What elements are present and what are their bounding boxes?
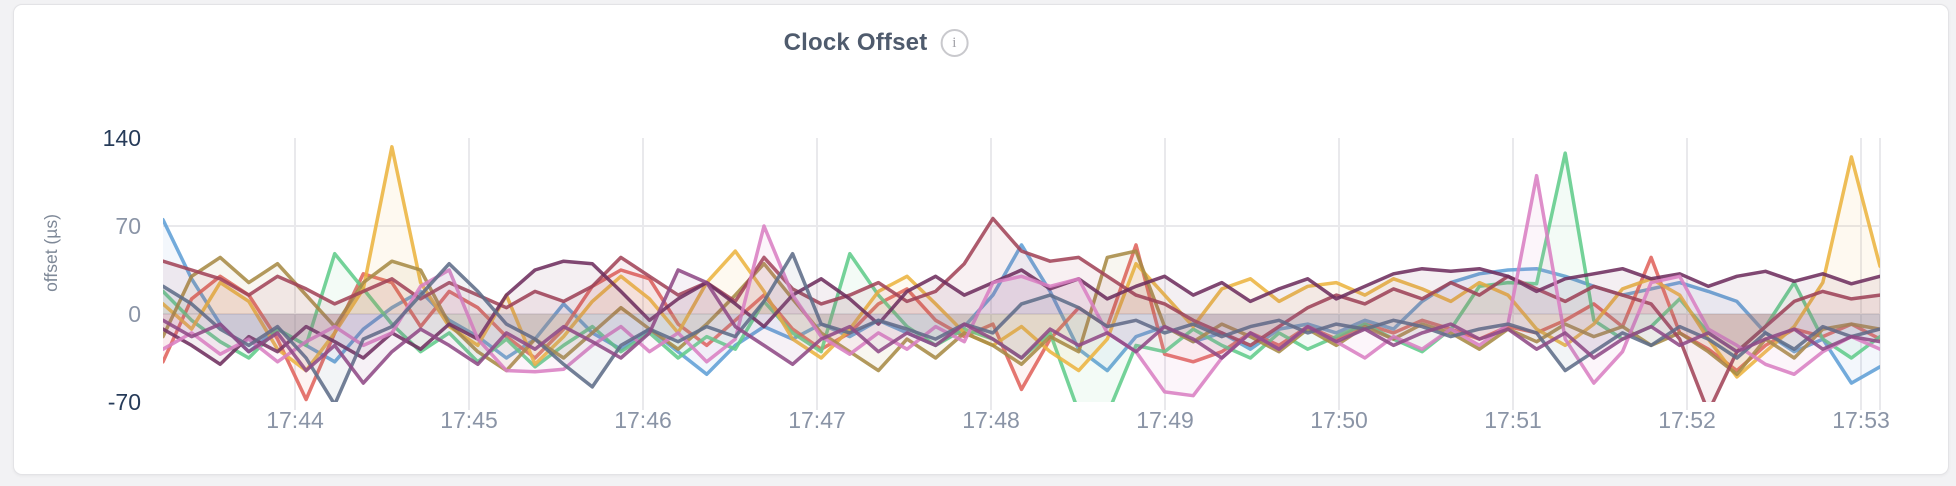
x-tick-label: 17:47 xyxy=(788,407,846,433)
area-series-2 xyxy=(163,244,1880,400)
x-tick-label: 17:50 xyxy=(1310,407,1368,433)
line-series-4 xyxy=(163,145,1880,379)
area-series-5 xyxy=(163,251,1880,375)
x-tick-label: 17:52 xyxy=(1658,407,1716,433)
area-series-9 xyxy=(163,253,1880,402)
chart-header: Clock Offset i xyxy=(784,29,969,57)
x-tick-label: 17:51 xyxy=(1484,407,1542,433)
line-series-2 xyxy=(163,243,1880,402)
chart-title: Clock Offset xyxy=(783,29,928,56)
y-axis-labels: 140 70 0 -70 xyxy=(103,125,141,415)
info-icon[interactable]: i xyxy=(940,29,969,57)
x-tick-label: 17:45 xyxy=(440,407,498,433)
x-tick-label: 17:48 xyxy=(962,407,1020,433)
series-lines xyxy=(163,145,1880,402)
x-tick-label: 17:53 xyxy=(1832,407,1890,433)
y-tick-label: 140 xyxy=(103,125,141,151)
x-tick-label: 17:44 xyxy=(266,407,324,433)
line-series-7 xyxy=(163,259,1880,367)
area-series-3 xyxy=(163,153,1880,402)
y-tick-label: 70 xyxy=(115,213,141,239)
area-series-7 xyxy=(163,261,1880,365)
area-series-6 xyxy=(163,218,1880,402)
x-tick-label: 17:49 xyxy=(1136,407,1194,433)
line-series-10 xyxy=(163,268,1880,385)
line-series-6 xyxy=(163,216,1880,402)
chart-plot-area[interactable] xyxy=(163,138,1880,402)
x-tick-label: 17:46 xyxy=(614,407,672,433)
line-series-8 xyxy=(163,173,1880,398)
area-series-1 xyxy=(163,219,1880,384)
y-tick-label: 0 xyxy=(128,301,141,327)
y-axis-title: offset (µs) xyxy=(41,214,61,292)
line-series-9 xyxy=(163,251,1880,402)
y-tick-label: -70 xyxy=(108,389,141,415)
x-axis-labels: 17:44 17:45 17:46 17:47 17:48 17:49 17:50 17:51… xyxy=(266,407,1890,433)
info-icon-glyph: i xyxy=(952,34,957,51)
area-series-10 xyxy=(163,270,1880,384)
